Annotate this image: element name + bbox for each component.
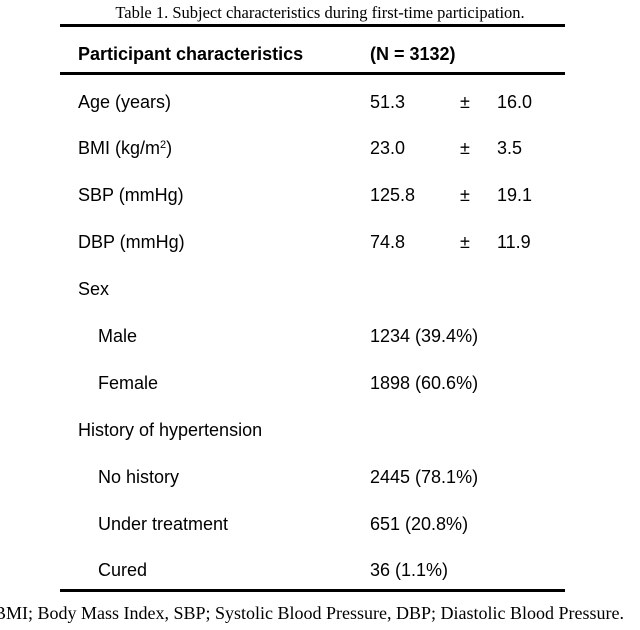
plus-minus-sign: ± bbox=[460, 185, 470, 206]
table-section-hypertension-history: History of hypertension bbox=[60, 407, 565, 454]
row-label: SBP (mmHg) bbox=[78, 185, 184, 206]
count-value: 1234 (39.4%) bbox=[370, 325, 479, 346]
table-row-bmi: BMI (kg/m2) 23.0 ± 3.5 bbox=[60, 125, 565, 172]
table-section-sex: Sex bbox=[60, 266, 565, 313]
mean-value: 74.8 bbox=[370, 232, 406, 253]
table-row-no-history: No history 2445 (78.1%) bbox=[60, 454, 565, 501]
header-label: Participant characteristics bbox=[78, 44, 304, 64]
plus-minus-sign: ± bbox=[460, 91, 470, 112]
plus-minus-sign: ± bbox=[460, 232, 470, 253]
sd-value: 11.9 bbox=[497, 232, 531, 253]
header-n-value: (N = 3132) bbox=[370, 44, 456, 64]
sd-value: 16.0 bbox=[497, 91, 533, 112]
table-row-sbp: SBP (mmHg) 125.8 ± 19.1 bbox=[60, 172, 565, 219]
count-value: 2445 (78.1%) bbox=[370, 466, 479, 487]
header-rule bbox=[60, 72, 565, 75]
count-value: 651 (20.8%) bbox=[370, 513, 469, 534]
table-row-dbp: DBP (mmHg) 74.8 ± 11.9 bbox=[60, 219, 565, 266]
table-row-under-treatment: Under treatment 651 (20.8%) bbox=[60, 501, 565, 548]
row-label: Age (years) bbox=[78, 91, 172, 112]
row-label: Under treatment bbox=[98, 513, 229, 534]
table-row-cured: Cured 36 (1.1%) bbox=[60, 548, 565, 595]
mean-value: 125.8 bbox=[370, 185, 416, 206]
row-label: No history bbox=[98, 466, 180, 487]
table-bottom-rule bbox=[60, 589, 565, 593]
section-label: History of hypertension bbox=[78, 419, 263, 440]
count-value: 36 (1.1%) bbox=[370, 560, 449, 581]
table-caption: Table 1. Subject characteristics during … bbox=[115, 3, 525, 22]
row-label: Cured bbox=[98, 560, 148, 581]
table-row-age: Age (years) 51.3 ± 16.0 bbox=[60, 79, 565, 126]
table-top-rule bbox=[60, 24, 565, 27]
mean-value: 23.0 bbox=[370, 138, 406, 159]
subject-characteristics-table: Participant characteristics (N = 3132) A… bbox=[60, 24, 565, 595]
section-label: Sex bbox=[78, 279, 110, 300]
bmi-label-post: ) bbox=[166, 138, 173, 159]
sd-value: 3.5 bbox=[497, 138, 523, 159]
table-header-row: Participant characteristics (N = 3132) bbox=[60, 27, 565, 72]
table-row-female: Female 1898 (60.6%) bbox=[60, 360, 565, 407]
bmi-label-pre: BMI (kg/m bbox=[78, 138, 161, 159]
table-row-male: Male 1234 (39.4%) bbox=[60, 313, 565, 360]
footnote-abbreviations: BMI; Body Mass Index, SBP; Systolic Bloo… bbox=[0, 603, 625, 624]
sd-value: 19.1 bbox=[497, 185, 533, 206]
row-label: Female bbox=[98, 372, 159, 393]
row-label: Male bbox=[98, 325, 138, 346]
plus-minus-sign: ± bbox=[460, 138, 470, 159]
bmi-superscript: 2 bbox=[160, 139, 167, 152]
row-label: BMI (kg/m2) bbox=[60, 138, 370, 159]
count-value: 1898 (60.6%) bbox=[370, 372, 479, 393]
row-label: DBP (mmHg) bbox=[78, 232, 185, 253]
table-body: Age (years) 51.3 ± 16.0 BMI (kg/m2) 23.0… bbox=[60, 75, 565, 595]
mean-value: 51.3 bbox=[370, 91, 406, 112]
